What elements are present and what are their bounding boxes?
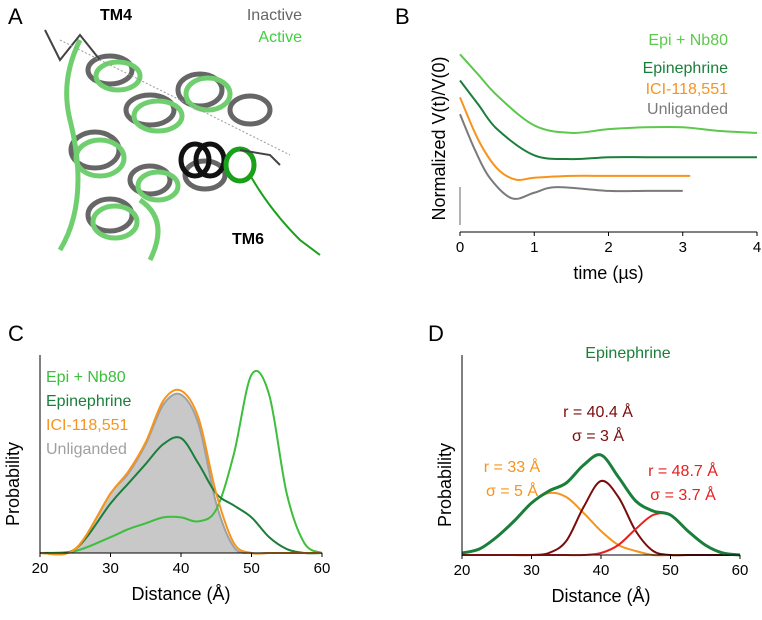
y-axis-label: Probability <box>435 443 455 527</box>
x-tick-label: 30 <box>102 560 119 577</box>
area <box>40 393 322 555</box>
legend-label: Unliganded <box>647 101 728 118</box>
x-tick-label: 40 <box>173 560 190 577</box>
x-tick-label: 3 <box>679 239 687 256</box>
x-axis-label: Distance (Å) <box>551 586 650 606</box>
line <box>462 512 741 557</box>
annotation: r = 33 Å <box>484 457 541 476</box>
x-tick-label: 20 <box>454 562 471 579</box>
line <box>459 113 683 200</box>
annotation: σ = 3.7 Å <box>650 485 716 504</box>
panel-letter: B <box>395 4 410 29</box>
legend-label: ICI-118,551 <box>646 81 729 98</box>
line <box>39 369 323 554</box>
inactive-label: Inactive <box>247 7 302 24</box>
tm4-label: TM4 <box>100 7 132 24</box>
panel-letter: C <box>8 321 24 346</box>
line <box>459 79 757 161</box>
line <box>461 453 741 557</box>
line <box>459 96 691 182</box>
x-tick-label: 20 <box>32 560 49 577</box>
annotation: σ = 3 Å <box>572 426 624 445</box>
legend-label: Epi + Nb80 <box>46 369 126 386</box>
legend-label: Unliganded <box>46 441 127 458</box>
line <box>459 53 758 134</box>
x-tick-label: 30 <box>523 562 540 579</box>
x-axis-label: Distance (Å) <box>131 584 230 604</box>
x-tick-label: 1 <box>530 239 538 256</box>
y-axis-label: Probability <box>3 442 23 526</box>
legend-label: Epinephrine <box>46 393 132 410</box>
legend-label: Epinephrine <box>643 60 729 77</box>
active-label: Active <box>258 29 302 46</box>
x-tick-label: 50 <box>662 562 679 579</box>
line <box>39 436 323 555</box>
panel-letter: D <box>428 321 444 346</box>
x-tick-label: 60 <box>314 560 331 577</box>
x-tick-label: 60 <box>732 562 749 579</box>
x-tick-label: 50 <box>243 560 260 577</box>
legend-label: ICI-118,551 <box>46 417 129 434</box>
x-tick-label: 4 <box>753 239 761 256</box>
annotation: σ = 5 Å <box>486 481 538 500</box>
x-tick-label: 0 <box>456 239 464 256</box>
panel-letter: A <box>8 4 23 29</box>
tm6-label: TM6 <box>232 231 264 248</box>
annotation: r = 48.7 Å <box>648 461 718 480</box>
x-axis-label: time (µs) <box>573 263 643 283</box>
annotation: r = 40.4 Å <box>563 402 633 421</box>
legend-label: Epi + Nb80 <box>648 32 728 49</box>
x-tick-label: 40 <box>593 562 610 579</box>
legend-label: Epinephrine <box>585 345 671 362</box>
x-tick-label: 2 <box>604 239 612 256</box>
y-axis-label: Normalized V(t)/V(0) <box>429 56 449 220</box>
structure-image <box>44 29 321 262</box>
